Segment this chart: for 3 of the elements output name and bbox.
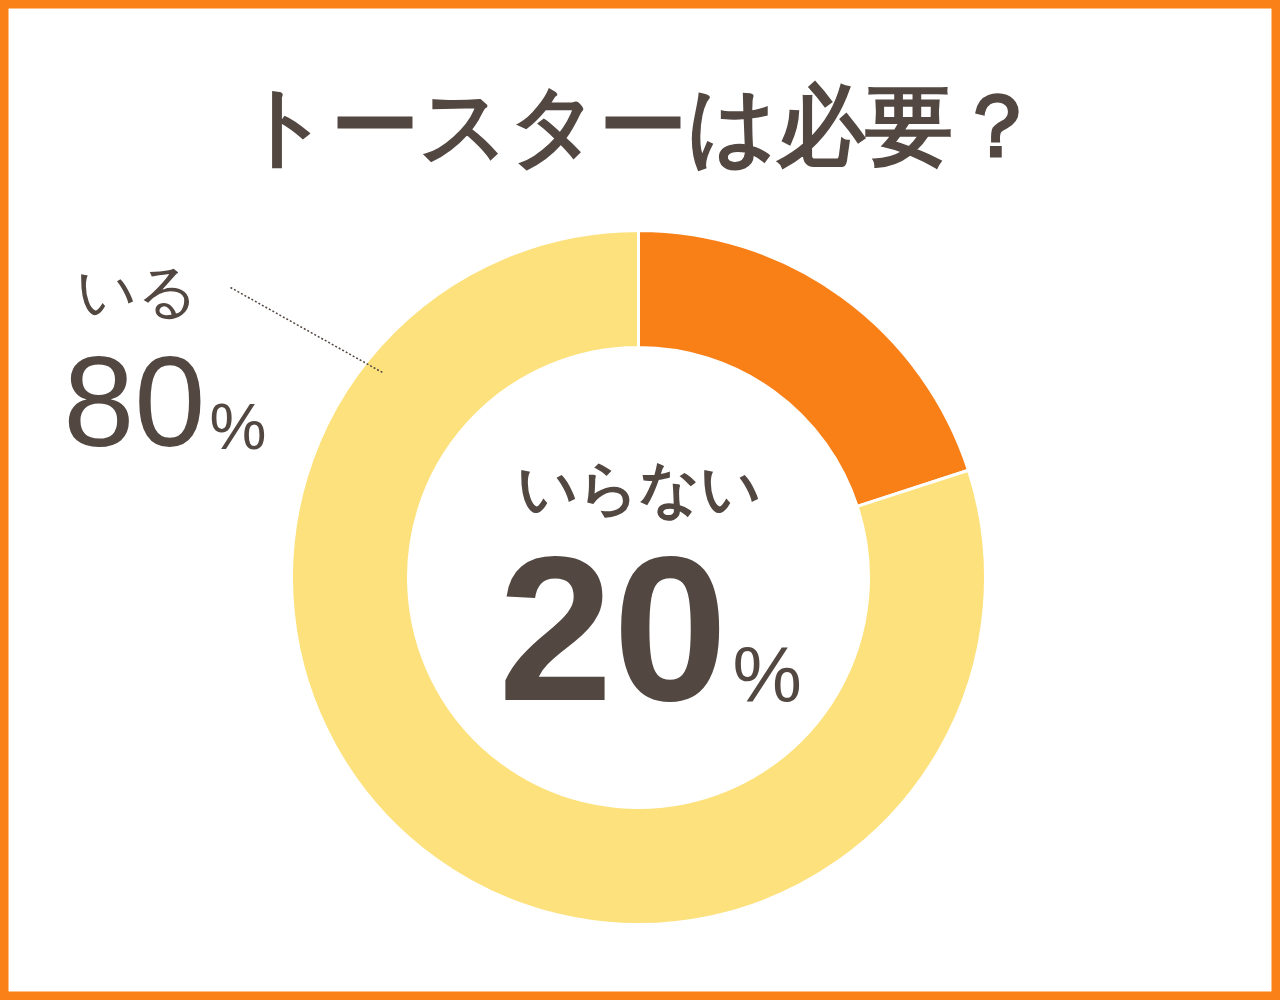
slice-label: いる (75, 255, 198, 326)
chart-title: トースターは必要？ (240, 74, 1041, 177)
data-label: 80% (63, 329, 267, 473)
